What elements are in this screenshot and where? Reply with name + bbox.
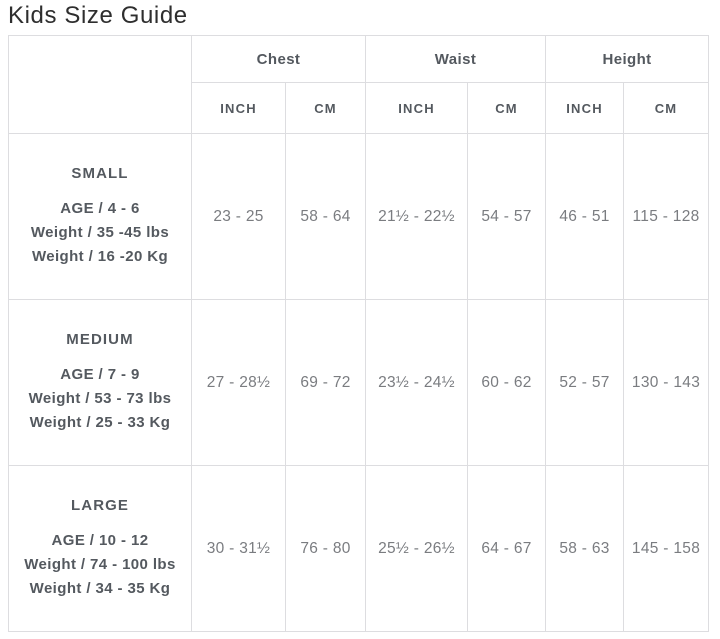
- size-name: MEDIUM: [66, 330, 134, 348]
- waist-cm-value: 64 - 67: [466, 465, 547, 632]
- table-row-medium: MEDIUM AGE / 7 - 9 Weight / 53 - 73 lbs …: [8, 299, 710, 466]
- height-inch-value: 46 - 51: [545, 133, 625, 300]
- height-inch-value: 52 - 57: [545, 299, 625, 466]
- size-label-cell: SMALL AGE / 4 - 6 Weight / 35 -45 lbs We…: [8, 133, 192, 300]
- chest-cm-value: 69 - 72: [285, 299, 366, 466]
- waist-inch-value: 25½ - 26½: [365, 465, 468, 632]
- size-weight-kg-detail: Weight / 25 - 33 Kg: [29, 413, 171, 431]
- size-name: SMALL: [71, 164, 129, 182]
- waist-inch-value: 23½ - 24½: [365, 299, 468, 466]
- chest-inch-value: 30 - 31½: [191, 465, 286, 632]
- waist-inch-value: 21½ - 22½: [365, 133, 468, 300]
- chest-inch-value: 23 - 25: [191, 133, 286, 300]
- column-group-waist: Waist: [364, 35, 547, 83]
- chest-cm-value: 76 - 80: [285, 465, 366, 632]
- chest-inch-value: 27 - 28½: [191, 299, 286, 466]
- size-label-cell: LARGE AGE / 10 - 12 Weight / 74 - 100 lb…: [8, 465, 192, 632]
- size-name: LARGE: [71, 496, 129, 514]
- height-cm-value: 115 - 128: [623, 133, 710, 300]
- waist-cm-value: 54 - 57: [466, 133, 547, 300]
- waist-cm-header: CM: [466, 82, 547, 134]
- height-inch-value: 58 - 63: [545, 465, 625, 632]
- column-group-chest: Chest: [191, 35, 366, 83]
- size-age-detail: AGE / 4 - 6: [60, 199, 140, 217]
- height-cm-header: CM: [623, 82, 710, 134]
- size-age-detail: AGE / 10 - 12: [51, 531, 149, 549]
- size-weight-kg-detail: Weight / 16 -20 Kg: [31, 247, 169, 265]
- height-inch-header: INCH: [545, 82, 625, 134]
- size-guide-table: Chest Waist Height INCH CM INCH CM INCH …: [8, 35, 710, 632]
- table-row-small: SMALL AGE / 4 - 6 Weight / 35 -45 lbs We…: [8, 133, 710, 300]
- table-row-large: LARGE AGE / 10 - 12 Weight / 74 - 100 lb…: [8, 465, 710, 632]
- column-group-height: Height: [545, 35, 710, 83]
- size-weight-kg-detail: Weight / 34 - 35 Kg: [29, 579, 171, 597]
- page-title: Kids Size Guide: [8, 2, 188, 29]
- size-weight-lbs-detail: Weight / 74 - 100 lbs: [24, 555, 176, 573]
- chest-cm-value: 58 - 64: [285, 133, 366, 300]
- waist-inch-header: INCH: [365, 82, 468, 134]
- height-cm-value: 145 - 158: [623, 465, 710, 632]
- chest-cm-header: CM: [285, 82, 366, 134]
- size-age-detail: AGE / 7 - 9: [60, 365, 140, 383]
- corner-empty-cell: [8, 35, 192, 134]
- group-header-row: Chest Waist Height: [8, 35, 710, 134]
- unit-header-row: INCH CM INCH CM INCH CM: [9, 82, 710, 134]
- waist-cm-value: 60 - 62: [466, 299, 547, 466]
- size-weight-lbs-detail: Weight / 35 -45 lbs: [30, 223, 170, 241]
- size-weight-lbs-detail: Weight / 53 - 73 lbs: [28, 389, 172, 407]
- size-label-cell: MEDIUM AGE / 7 - 9 Weight / 53 - 73 lbs …: [8, 299, 192, 466]
- chest-inch-header: INCH: [191, 82, 286, 134]
- height-cm-value: 130 - 143: [623, 299, 710, 466]
